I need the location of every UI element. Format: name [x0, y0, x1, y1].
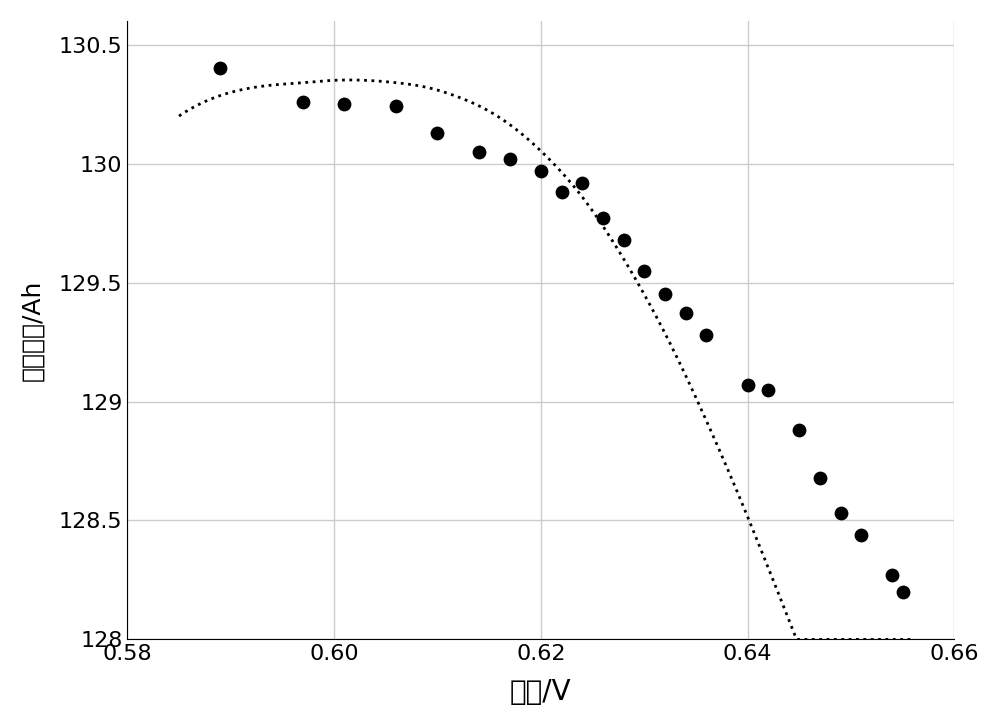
- X-axis label: 电压/V: 电压/V: [510, 678, 572, 706]
- Point: [678, 308, 694, 319]
- Point: [554, 186, 570, 198]
- Point: [657, 289, 673, 300]
- Point: [212, 63, 228, 74]
- Point: [895, 586, 911, 598]
- Point: [336, 98, 352, 110]
- Point: [595, 212, 611, 224]
- Point: [471, 146, 487, 158]
- Point: [853, 529, 869, 541]
- Point: [295, 96, 311, 108]
- Point: [502, 153, 518, 164]
- Point: [636, 265, 652, 276]
- Y-axis label: 放电容量/Ah: 放电容量/Ah: [21, 279, 45, 381]
- Point: [388, 100, 404, 112]
- Point: [791, 425, 807, 436]
- Point: [833, 507, 849, 519]
- Point: [698, 329, 714, 341]
- Point: [760, 384, 776, 395]
- Point: [429, 126, 445, 138]
- Point: [616, 234, 632, 246]
- Point: [812, 472, 828, 483]
- Point: [533, 165, 549, 177]
- Point: [574, 177, 590, 188]
- Point: [740, 379, 756, 390]
- Point: [884, 569, 900, 581]
